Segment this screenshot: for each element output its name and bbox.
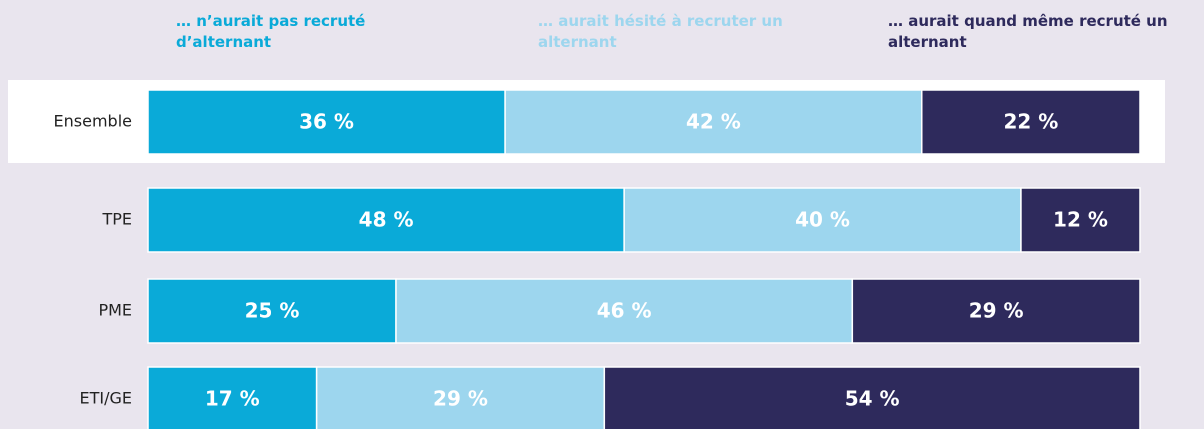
value-label: 22 % (1003, 110, 1058, 134)
value-label: 40 % (795, 208, 850, 232)
value-label: 54 % (845, 387, 900, 411)
bar-segment (623, 187, 1022, 253)
category-label: Ensemble (54, 112, 132, 131)
value-label: 12 % (1053, 208, 1108, 232)
bar-segment (504, 89, 923, 155)
bar-segment (147, 278, 397, 344)
bar-segment (851, 278, 1141, 344)
legend-item: … aurait hésité à recruter un alternant (538, 12, 783, 51)
bar-segment (603, 366, 1141, 429)
value-label: 29 % (433, 387, 488, 411)
category-label: PME (98, 301, 132, 320)
bar-segment (1020, 187, 1141, 253)
value-label: 29 % (969, 299, 1024, 323)
bar-segment (147, 366, 318, 429)
value-label: 25 % (245, 299, 300, 323)
category-label: ETI/GE (80, 389, 133, 408)
legend-item: … aurait quand même recruté un alternant (888, 12, 1168, 51)
bar-segment (147, 89, 506, 155)
value-label: 42 % (686, 110, 741, 134)
category-label: TPE (101, 210, 132, 229)
value-label: 17 % (205, 387, 260, 411)
bar-segment (921, 89, 1141, 155)
value-label: 48 % (359, 208, 414, 232)
value-label: 46 % (597, 299, 652, 323)
legend-item: … n’aurait pas recruté d’alternant (176, 12, 366, 51)
bar-segment (395, 278, 854, 344)
value-label: 36 % (299, 110, 354, 134)
bar-segment (147, 187, 625, 253)
